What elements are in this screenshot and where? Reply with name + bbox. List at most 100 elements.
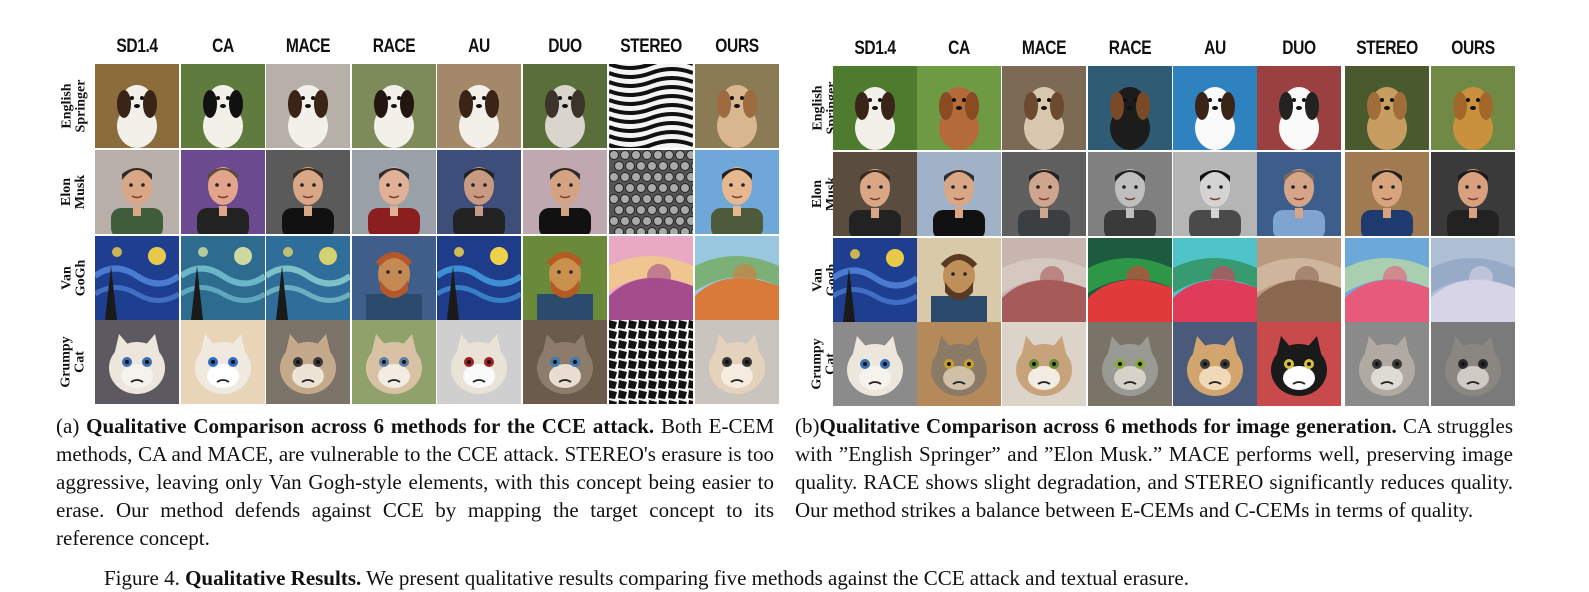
generated-image (1002, 66, 1086, 150)
generated-image (917, 66, 1001, 150)
column-header-duo: DUO (548, 36, 582, 57)
figure-title: Qualitative Results. (185, 566, 362, 590)
image-row: Grumpy Cat (807, 322, 1537, 406)
generated-image (1173, 152, 1257, 236)
generated-image (1088, 66, 1172, 150)
caption-b-title: Qualitative Comparison across 6 methods … (819, 414, 1397, 438)
generated-image (181, 64, 265, 148)
generated-image (523, 150, 607, 234)
generated-image (95, 150, 179, 234)
column-header-au: AU (1204, 38, 1226, 59)
column-header-mace: MACE (285, 36, 331, 57)
column-header-ca: CA (212, 36, 234, 57)
generated-image (523, 64, 607, 148)
generated-image (266, 320, 350, 404)
column-headers-a: SD1.4 CA MACE RACE AU DUO STEREO OURS (56, 36, 786, 64)
generated-image (95, 320, 179, 404)
generated-image (1173, 66, 1257, 150)
generated-image (1088, 152, 1172, 236)
image-row: Elon Musk (56, 150, 786, 234)
generated-image (695, 236, 779, 320)
image-grid-b: English Springer (807, 66, 1537, 406)
image-row: Van GoGh (56, 236, 786, 320)
generated-image (1088, 238, 1172, 322)
row-label: Grumpy Cat (59, 336, 88, 388)
generated-image (437, 236, 521, 320)
caption-a-title: Qualitative Comparison across 6 methods … (86, 414, 655, 438)
column-header-sd1-4: SD1.4 (854, 38, 896, 59)
generated-image (1002, 322, 1086, 406)
column-header-duo: DUO (1282, 38, 1316, 59)
column-header-stereo: STEREO (620, 36, 682, 57)
generated-image (917, 238, 1001, 322)
generated-image (523, 236, 607, 320)
generated-image (917, 152, 1001, 236)
caption-a: (a) Qualitative Comparison across 6 meth… (56, 412, 774, 552)
column-header-race: RACE (1108, 38, 1152, 59)
generated-image (1345, 322, 1429, 406)
image-row: Elon Musk (807, 152, 1537, 236)
generated-image (1345, 66, 1429, 150)
generated-image (1257, 322, 1341, 406)
generated-image (609, 64, 693, 148)
column-header-race: RACE (372, 36, 416, 57)
generated-image (95, 236, 179, 320)
generated-image (609, 320, 693, 404)
generated-image (1173, 238, 1257, 322)
image-row: English Springer (807, 66, 1537, 150)
generated-image (1257, 66, 1341, 150)
column-headers-b: SD1.4 CA MACE RACE AU DUO STEREO OURS (807, 38, 1537, 66)
column-header-au: AU (468, 36, 490, 57)
column-header-ours: OURS (715, 36, 759, 57)
generated-image (833, 66, 917, 150)
generated-image (695, 64, 779, 148)
generated-image (1173, 322, 1257, 406)
generated-image (352, 150, 436, 234)
generated-image (523, 320, 607, 404)
generated-image (181, 236, 265, 320)
caption-b-prefix: (b) (795, 414, 820, 438)
column-header-sd1-4: SD1.4 (116, 36, 158, 57)
generated-image (609, 150, 693, 234)
row-label: Elon Musk (58, 174, 88, 210)
generated-image (266, 64, 350, 148)
generated-image (1002, 238, 1086, 322)
generated-image (181, 320, 265, 404)
generated-image (695, 150, 779, 234)
generated-image (1431, 238, 1515, 322)
generated-image (609, 236, 693, 320)
image-grid-a: English Springer (56, 64, 786, 404)
panel-b: SD1.4 CA MACE RACE AU DUO STEREO OURS English S… (807, 38, 1537, 406)
generated-image (1257, 238, 1341, 322)
generated-image (181, 150, 265, 234)
generated-image (266, 236, 350, 320)
generated-image (95, 64, 179, 148)
column-header-mace: MACE (1021, 38, 1067, 59)
panel-a: SD1.4 CA MACE RACE AU DUO STEREO OURS English S… (56, 36, 786, 404)
generated-image (917, 322, 1001, 406)
column-header-ca: CA (948, 38, 970, 59)
generated-image (266, 150, 350, 234)
figure-caption: Figure 4. Qualitative Results. We presen… (104, 566, 1189, 591)
generated-image (1002, 152, 1086, 236)
caption-b: (b)Qualitative Comparison across 6 metho… (795, 412, 1513, 524)
caption-b-text: CA struggles with ”English Springer” and… (795, 414, 1513, 522)
column-header-ours: OURS (1451, 38, 1495, 59)
figure-label: Figure 4. (104, 566, 180, 590)
image-row: Van Gogh (807, 238, 1537, 322)
caption-a-prefix: (a) (56, 414, 80, 438)
generated-image (1431, 322, 1515, 406)
generated-image (1257, 152, 1341, 236)
column-header-stereo: STEREO (1356, 38, 1418, 59)
generated-image (1345, 238, 1429, 322)
generated-image (352, 64, 436, 148)
generated-image (1431, 152, 1515, 236)
generated-image (833, 238, 917, 322)
generated-image (833, 152, 917, 236)
row-label: English Springer (59, 79, 89, 133)
generated-image (1431, 66, 1515, 150)
generated-image (437, 64, 521, 148)
generated-image (352, 320, 436, 404)
image-row: English Springer (56, 64, 786, 148)
figure-text: We present qualitative results comparing… (366, 566, 1190, 590)
